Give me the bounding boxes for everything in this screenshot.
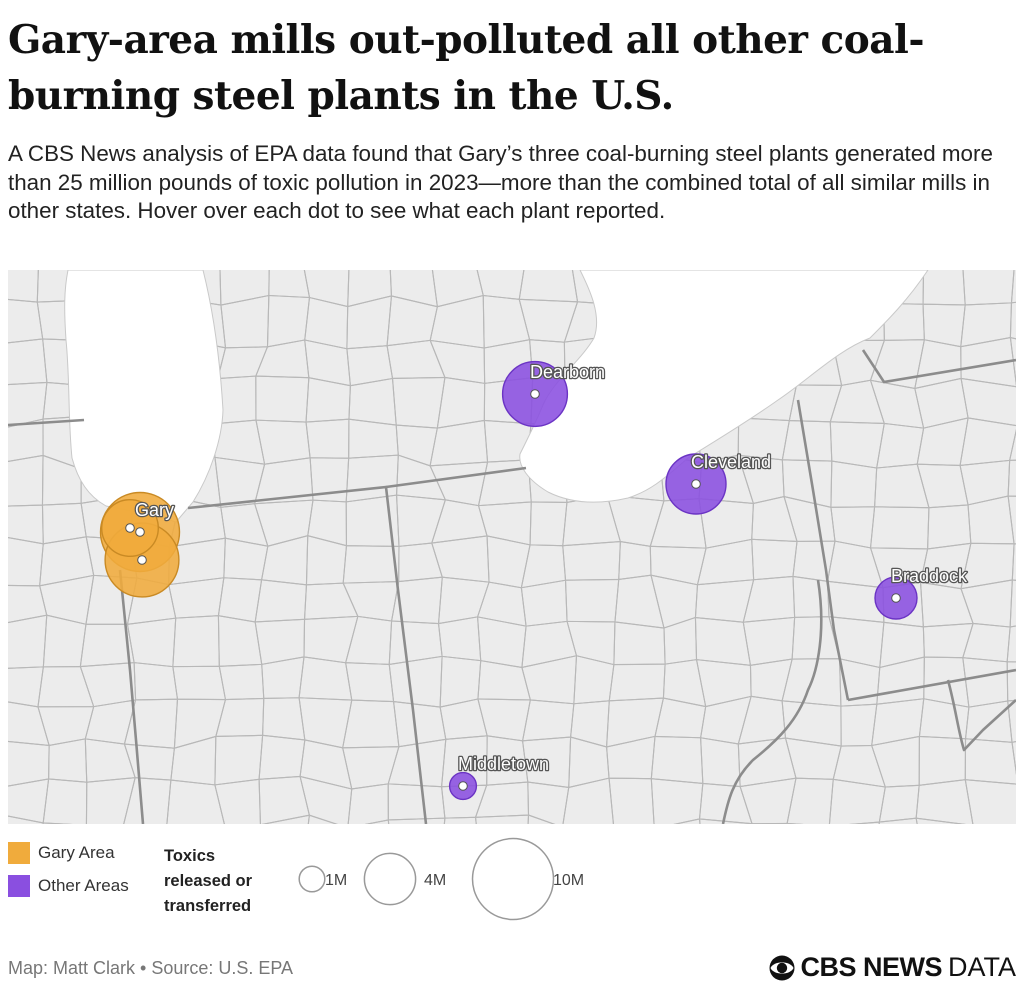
- county-shape: [1009, 428, 1016, 461]
- plant-center-dot: [125, 523, 135, 533]
- county-shape: [1006, 625, 1016, 663]
- size-legend-title-line: Toxics: [164, 847, 216, 865]
- county-shape: [42, 778, 88, 824]
- county-shape: [307, 814, 338, 824]
- county-shape: [475, 814, 530, 824]
- plant-center-dot: [691, 479, 701, 489]
- county-shape: [608, 777, 655, 824]
- county-shape: [915, 817, 966, 824]
- county-shape: [1009, 337, 1016, 387]
- page-subtitle: A CBS News analysis of EPA data found th…: [8, 141, 993, 223]
- legend-item-gary-area: Gary Area: [8, 842, 115, 864]
- other-areas-swatch: [8, 875, 30, 897]
- plant-label: Middletown: [458, 754, 549, 774]
- size-legend-circle: [363, 852, 417, 906]
- legend: Gary Area Other Areas Toxics released or…: [8, 836, 1016, 936]
- size-legend-label: 1M: [325, 872, 347, 889]
- plant-center-dot: [135, 527, 145, 537]
- county-shape: [786, 777, 834, 824]
- cbs-news-data-logo: CBS NEWS DATA: [768, 952, 1016, 983]
- county-shape: [364, 819, 390, 824]
- county-shape: [123, 777, 172, 824]
- plant-center-dot: [137, 555, 147, 565]
- size-legend-title: Toxics released or transferred: [164, 844, 284, 919]
- size-legend-title-line: transferred: [164, 897, 252, 915]
- county-shape: [964, 779, 1016, 824]
- state-boundaries: [8, 349, 1016, 824]
- county-shape: [1009, 301, 1016, 340]
- county-shape: [1006, 661, 1016, 702]
- county-shape: [443, 816, 477, 824]
- county-shape: [878, 817, 918, 824]
- county-shape: [915, 779, 974, 824]
- credit-line: Map: Matt Clark • Source: U.S. EPA: [8, 958, 294, 978]
- county-shape: [1011, 543, 1016, 581]
- plant-center-dot: [530, 389, 540, 399]
- plant-label: Dearborn: [530, 362, 605, 382]
- county-shape: [848, 821, 880, 824]
- brand-name: CBS NEWS: [800, 952, 942, 982]
- size-legend: 1M 4M 10M: [298, 837, 584, 921]
- size-legend-label: 4M: [424, 872, 446, 889]
- size-legend-label: 10M: [553, 872, 584, 889]
- county-shape: [1010, 270, 1016, 304]
- plant-center-dot: [458, 781, 468, 791]
- plant-markers: Gary Dearborn Cleveland Braddock Middletown: [99, 361, 969, 801]
- size-legend-circle: [298, 865, 326, 893]
- county-shape: [299, 775, 353, 824]
- plant-label: Gary: [135, 500, 174, 520]
- plant-label: Cleveland: [691, 452, 771, 472]
- legend-label: Other Areas: [38, 876, 129, 895]
- plant-center-dot: [891, 593, 901, 603]
- county-shape: [1011, 741, 1016, 775]
- legend-item-other-areas: Other Areas: [8, 875, 129, 897]
- county-shape: [85, 777, 136, 824]
- brand-suffix: DATA: [947, 952, 1016, 982]
- county-shape: [1007, 459, 1016, 497]
- size-legend-title-line: released or: [164, 872, 253, 890]
- county-shape: [527, 814, 556, 824]
- gary-area-swatch: [8, 842, 30, 864]
- county-shape: [1009, 579, 1016, 628]
- page-title: Gary-area mills out-polluted all other c…: [8, 17, 925, 119]
- legend-label: Gary Area: [38, 843, 115, 862]
- water-bodies: [64, 270, 929, 523]
- county-shape: [964, 738, 1016, 785]
- county-shape: [1007, 495, 1016, 545]
- county-shape: [698, 818, 753, 824]
- cbs-eye-icon: [769, 955, 795, 980]
- county-shape: [214, 778, 261, 824]
- county-shape: [527, 781, 570, 824]
- pollution-map: Gary Dearborn Cleveland Braddock Middletown: [8, 270, 1016, 824]
- county-shape: [1007, 699, 1016, 743]
- size-legend-circle: [471, 837, 555, 921]
- county-shape: [562, 777, 614, 824]
- county-shape: [8, 815, 44, 824]
- plant-label: Braddock: [891, 566, 968, 586]
- county-shape: [960, 377, 1016, 427]
- county-shape: [166, 779, 225, 824]
- lake-michigan: [64, 270, 224, 523]
- county-shape: [751, 822, 788, 824]
- lake-erie: [519, 270, 929, 503]
- county-shape: [673, 818, 701, 824]
- county-shape: [261, 814, 310, 824]
